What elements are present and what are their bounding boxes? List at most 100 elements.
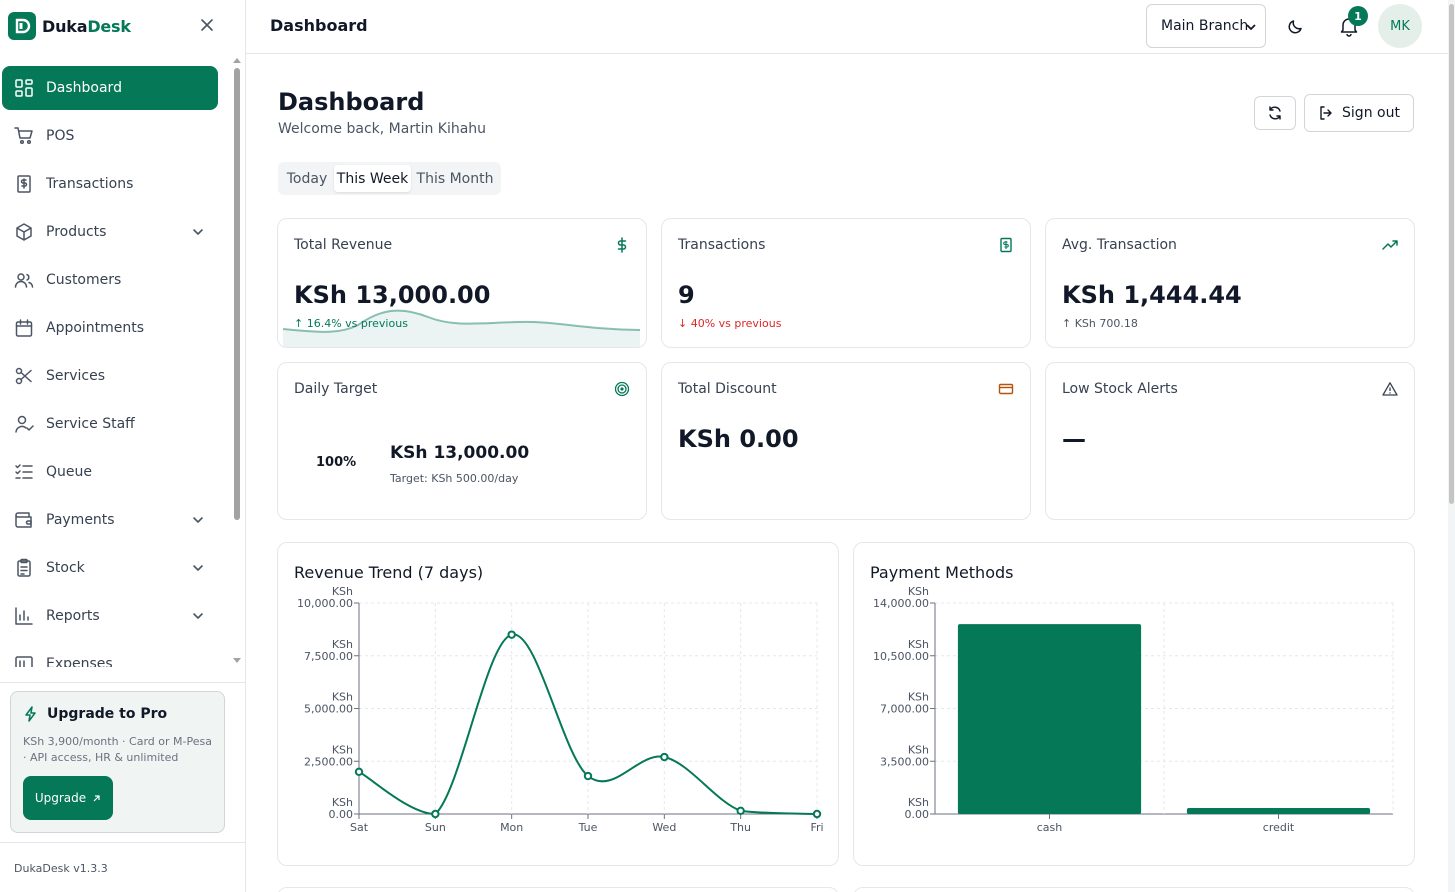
users-icon (14, 270, 34, 290)
sidebar-item-expenses[interactable]: Expenses (2, 642, 218, 667)
tab-today[interactable]: Today (286, 170, 328, 187)
total-revenue-card: Total Revenue KSh 13,000.00 ↑ 16.4% vs p… (277, 218, 647, 348)
y-tick-label: KSh (332, 691, 353, 704)
y-tick-label: 14,000.00 (873, 597, 929, 610)
period-tabs: Today This Week This Month (278, 162, 501, 195)
arrow-up-right-icon (93, 794, 100, 801)
scroll-down-arrow[interactable] (233, 658, 241, 663)
sidebar-item-label: Transactions (46, 176, 134, 192)
y-tick-label: 0.00 (329, 808, 354, 821)
page-scrollbar[interactable] (1448, 0, 1455, 892)
sidebar-item-reports[interactable]: Reports (2, 594, 218, 638)
bar-cash (957, 624, 1142, 814)
sidebar-item-label: Expenses (46, 656, 113, 667)
card-value: KSh 13,000.00 (294, 281, 491, 309)
zap-icon (25, 706, 36, 722)
transactions-card: Transactions 9 ↓ 40% vs previous (661, 218, 1031, 348)
sidebar-item-stock[interactable]: Stock (2, 546, 218, 590)
y-tick-label: 7,500.00 (304, 650, 353, 663)
scroll-up-arrow[interactable] (233, 58, 241, 63)
sidebar-item-payments[interactable]: Payments (2, 498, 218, 542)
sidebar-item-appointments[interactable]: Appointments (2, 306, 218, 350)
sidebar-item-service-staff[interactable]: Service Staff (2, 402, 218, 446)
cart-icon (14, 126, 34, 146)
sidebar-item-transactions[interactable]: Transactions (2, 162, 218, 206)
page-subtitle: Welcome back, Martin Kihahu (278, 121, 487, 137)
tab-this-month[interactable]: This Month (416, 170, 494, 187)
card-label: Low Stock Alerts (1062, 381, 1178, 397)
chevron-down-icon (1246, 24, 1256, 31)
y-tick-label: 2,500.00 (304, 755, 353, 768)
expenses-icon (14, 654, 34, 667)
sidebar-item-label: Dashboard (46, 80, 122, 96)
logo-icon (8, 12, 36, 40)
chart-title: Payment Methods (870, 563, 1014, 582)
low-stock-card: Low Stock Alerts — (1045, 362, 1415, 520)
scissors-icon (14, 366, 34, 386)
chevron-down-icon[interactable] (190, 608, 206, 624)
y-tick-label: KSh (332, 585, 353, 598)
avg-transaction-card: Avg. Transaction KSh 1,444.44 ↑ KSh 700.… (1045, 218, 1415, 348)
x-tick-label: Sun (425, 821, 446, 834)
user-check-icon (14, 414, 34, 434)
tab-this-week[interactable]: This Week (334, 165, 411, 192)
data-point (812, 809, 822, 819)
bar-credit (1186, 807, 1371, 814)
sidebar-item-products[interactable]: Products (2, 210, 218, 254)
scroll-thumb[interactable] (234, 68, 240, 520)
x-tick-label: Sat (350, 821, 369, 834)
y-tick-label: 3,500.00 (880, 755, 929, 768)
dark-mode-toggle[interactable] (1286, 16, 1306, 36)
data-point (507, 630, 516, 639)
upgrade-panel: Upgrade to Pro KSh 3,900/month · Card or… (10, 691, 225, 833)
chevron-down-icon[interactable] (190, 512, 206, 528)
sidebar-item-label: POS (46, 128, 75, 144)
sidebar-item-pos[interactable]: POS (2, 114, 218, 158)
sidebar-item-queue[interactable]: Queue (2, 450, 218, 494)
upgrade-description: KSh 3,900/month · Card or M-Pesa · API a… (23, 735, 212, 764)
user-avatar[interactable]: MK (1378, 4, 1422, 48)
upgrade-button[interactable]: Upgrade (23, 776, 113, 820)
data-point (660, 752, 669, 762)
target-achieved-value: KSh 13,000.00 (390, 443, 530, 463)
chevron-down-icon[interactable] (190, 560, 206, 576)
branch-select[interactable]: Main Branch (1146, 4, 1266, 48)
y-tick-label: 0.00 (905, 808, 930, 821)
y-tick-label: KSh (908, 743, 929, 756)
sidebar-item-services[interactable]: Services (2, 354, 218, 398)
y-tick-label: KSh (908, 796, 929, 809)
log-out-icon (1320, 106, 1332, 120)
brand-logo[interactable]: DukaDesk (8, 12, 131, 40)
data-point (736, 806, 745, 816)
page-title: Dashboard (278, 88, 425, 116)
sidebar-nav: Dashboard POS Transactions Products Customer… (0, 60, 232, 667)
sidebar-item-customers[interactable]: Customers (2, 258, 218, 302)
sign-out-button[interactable]: Sign out (1304, 94, 1414, 132)
sidebar-item-label: Reports (46, 608, 100, 624)
clipboard-icon (14, 558, 34, 578)
refresh-button[interactable] (1254, 96, 1296, 130)
card-label: Transactions (678, 237, 766, 253)
card-value: 9 (678, 281, 695, 309)
sidebar-item-dashboard[interactable]: Dashboard (2, 66, 218, 110)
card-delta: ↓ 40% vs previous (678, 317, 782, 330)
chevron-down-icon[interactable] (190, 224, 206, 240)
y-tick-label: KSh (908, 691, 929, 704)
sidebar-scrollbar[interactable] (232, 58, 242, 663)
sidebar-item-label: Customers (46, 272, 122, 288)
x-tick-label: credit (1263, 821, 1295, 834)
payment-methods-chart: KSh0.00KSh3,500.00KSh7,000.00KSh10,500.0… (873, 585, 1394, 834)
close-sidebar-icon[interactable] (198, 16, 216, 34)
y-tick-label: KSh (332, 796, 353, 809)
sidebar-item-label: Service Staff (46, 416, 135, 432)
calendar-icon (14, 318, 34, 338)
sidebar-item-label: Queue (46, 464, 92, 480)
daily-target-card: Daily Target 100% KSh 13,000.00 Target: … (277, 362, 647, 520)
page-scroll-thumb[interactable] (1449, 4, 1454, 504)
branch-select-value: Main Branch (1161, 18, 1249, 34)
x-tick-label: Wed (652, 821, 676, 834)
revenue-sparkline (282, 309, 641, 347)
y-tick-label: KSh (332, 638, 353, 651)
notification-badge: 1 (1348, 6, 1368, 26)
refresh-icon (1269, 106, 1281, 120)
